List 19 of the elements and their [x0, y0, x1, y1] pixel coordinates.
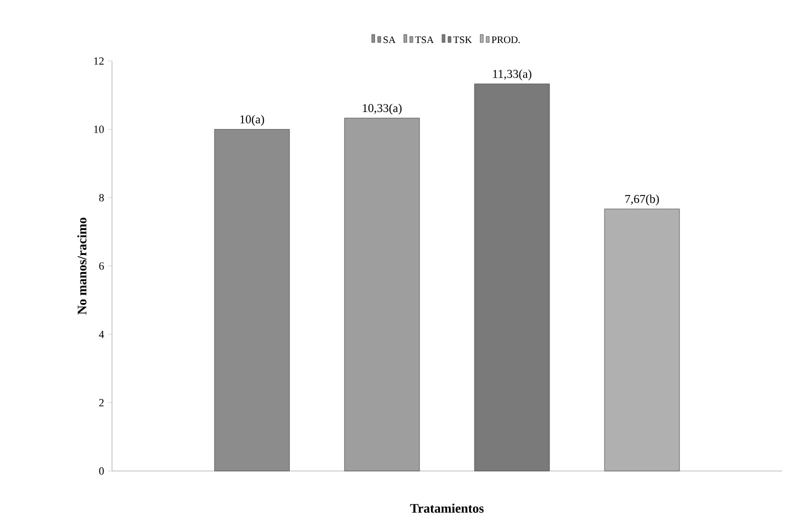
y-tick-label: 8	[99, 194, 104, 202]
legend-label: PROD.	[492, 36, 520, 44]
bar	[344, 118, 420, 472]
y-tick-label: 4	[98, 330, 104, 338]
data-label: 7,67(b)	[625, 194, 659, 206]
legend-label: TSK	[453, 36, 472, 44]
legend-label: TSA	[415, 36, 434, 44]
data-label: 10,33(a)	[362, 104, 402, 115]
y-tick-label: 10	[94, 126, 104, 134]
y-axis-title: No manos/racimo	[77, 218, 86, 314]
y-tick-label: 6	[99, 262, 104, 270]
y-tick-label: 2	[99, 399, 104, 406]
data-label: 10(a)	[240, 114, 264, 126]
data-label: 11,33(a)	[493, 70, 532, 80]
legend-label: SA	[384, 36, 396, 44]
bar	[604, 208, 680, 472]
x-axis-title: Tratamientos	[410, 504, 484, 513]
y-tick-label: 0	[99, 467, 104, 475]
y-tick-label: 12	[94, 57, 104, 65]
